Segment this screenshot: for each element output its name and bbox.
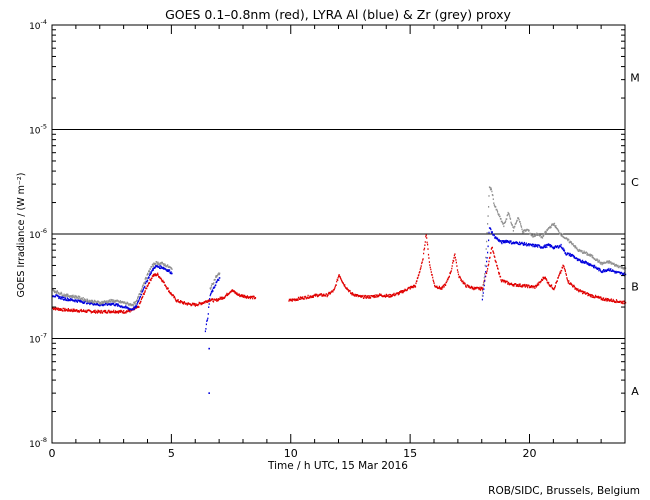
credit-text: ROB/SIDC, Brussels, Belgium [488,485,640,497]
series-trace [52,261,173,307]
y-tick-exponent: -5 [41,123,47,131]
y-tick-exponent: -4 [41,18,47,26]
y-tick-base: 10 [29,127,41,137]
x-tick-label: 0 [49,447,56,460]
y-tick-label: 10-7 [29,332,47,346]
series-trace [481,227,627,301]
outlier-point [208,347,210,350]
y-tick-base: 10 [29,231,41,241]
x-tick-label: 15 [403,447,417,460]
flare-class-label: B [631,280,639,293]
series-al [52,227,627,333]
outlier-point [208,392,210,394]
y-tick-exponent: -8 [41,436,47,444]
y-tick-label: 10-4 [29,18,47,32]
y-tick-label: 10-8 [29,436,47,450]
series-trace [288,234,627,305]
y-axis-label: GOES Irradiance / (W m⁻²) [16,173,27,298]
flare-class-label: A [631,385,639,398]
y-tick-base: 10 [29,336,41,346]
x-tick-label: 20 [523,447,537,460]
series-zr [52,186,627,307]
data-series [52,186,627,394]
y-tick-label: 10-6 [29,227,47,241]
y-tick-exponent: -7 [41,332,47,340]
y-tick-exponent: -6 [41,227,47,235]
flare-class-label: C [631,176,639,189]
x-tick-label: 5 [168,447,175,460]
flare-class-label: M [630,71,640,84]
series-trace [209,272,221,290]
chart-title: GOES 0.1–0.8nm (red), LYRA Al (blue) & Z… [165,7,511,22]
series-goes [52,234,627,314]
y-tick-base: 10 [29,440,41,450]
series-trace [52,264,173,311]
x-axis-label: Time / h UTC, 15 Mar 2016 [267,460,408,472]
y-tick-label: 10-5 [29,123,47,137]
series-trace [204,277,221,333]
series-trace [52,272,257,314]
x-tick-label: 10 [284,447,298,460]
series-trace [481,186,627,297]
y-tick-base: 10 [29,22,41,32]
